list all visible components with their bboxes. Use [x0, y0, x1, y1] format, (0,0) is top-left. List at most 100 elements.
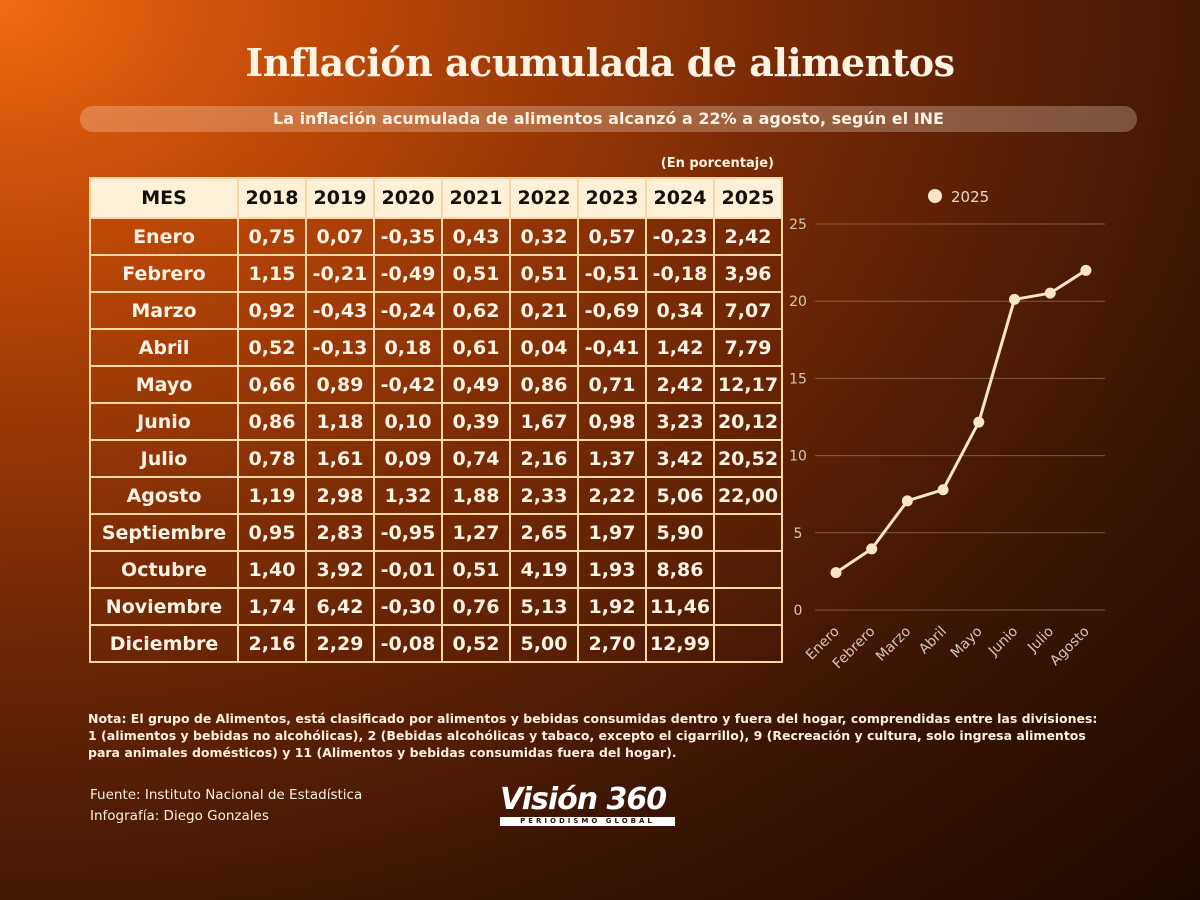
table-row: Noviembre 1,74 6,42 -0,30 0,76 5,13 1,92 11,46: [89, 587, 783, 626]
value-cell: 22,00: [713, 476, 783, 515]
value-cell: 0,52: [441, 624, 511, 663]
legend-label: 2025: [951, 188, 989, 206]
vision360-logo: Visión 360 PERIODISMO GLOBAL: [500, 785, 675, 829]
value-cell: 2,42: [713, 217, 783, 256]
table-row: Febrero 1,15 -0,21 -0,49 0,51 0,51 -0,51 -0,18 3…: [89, 254, 783, 293]
table-row: Junio 0,86 1,18 0,10 0,39 1,67 0,98 3,23 20,12: [89, 402, 783, 441]
month-cell: Febrero: [89, 254, 239, 293]
month-cell: Marzo: [89, 291, 239, 330]
value-cell: 5,06: [645, 476, 715, 515]
x-tick-label: Agosto: [1047, 624, 1093, 670]
inflation-table: MES 2018 2019 2020 2021 2022 2023 2024 2…: [89, 177, 783, 663]
value-cell: 0,10: [373, 402, 443, 441]
header-year: 2024: [645, 177, 715, 219]
value-cell: 2,22: [577, 476, 647, 515]
month-cell: Junio: [89, 402, 239, 441]
y-tick-label: 20: [789, 294, 807, 310]
value-cell: 1,74: [237, 587, 307, 626]
infographic-credit: Infografía: Diego Gonzales: [90, 808, 269, 824]
value-cell: 1,37: [577, 439, 647, 478]
table-row: Septiembre 0,95 2,83 -0,95 1,27 2,65 1,97 5,90: [89, 513, 783, 552]
value-cell: 3,42: [645, 439, 715, 478]
x-tick-label: Junio: [985, 624, 1021, 660]
value-cell: 5,13: [509, 587, 579, 626]
value-cell: 0,86: [509, 365, 579, 404]
value-cell: 2,33: [509, 476, 579, 515]
value-cell: 3,96: [713, 254, 783, 293]
header-year: 2022: [509, 177, 579, 219]
data-point: [830, 567, 842, 579]
table-row: Mayo 0,66 0,89 -0,42 0,49 0,86 0,71 2,42 12,17: [89, 365, 783, 404]
value-cell: -0,23: [645, 217, 715, 256]
value-cell: 5,90: [645, 513, 715, 552]
value-cell: 1,61: [305, 439, 375, 478]
value-cell: 0,74: [441, 439, 511, 478]
value-cell: 20,52: [713, 439, 783, 478]
value-cell: 0,98: [577, 402, 647, 441]
value-cell: 1,92: [577, 587, 647, 626]
value-cell: 0,51: [509, 254, 579, 293]
value-cell: 0,76: [441, 587, 511, 626]
header-year: 2018: [237, 177, 307, 219]
month-cell: Noviembre: [89, 587, 239, 626]
value-cell: 1,42: [645, 328, 715, 367]
value-cell: 1,88: [441, 476, 511, 515]
data-point: [866, 543, 878, 555]
value-cell: -0,42: [373, 365, 443, 404]
value-cell: 1,27: [441, 513, 511, 552]
month-cell: Julio: [89, 439, 239, 478]
value-cell: 0,49: [441, 365, 511, 404]
value-cell: 2,16: [509, 439, 579, 478]
value-cell: 0,71: [577, 365, 647, 404]
logo-name: Visión 360: [500, 782, 667, 817]
value-cell: 1,19: [237, 476, 307, 515]
value-cell: 1,32: [373, 476, 443, 515]
logo-tagline: PERIODISMO GLOBAL: [500, 817, 675, 826]
value-cell: 2,83: [305, 513, 375, 552]
y-tick-label: 25: [789, 217, 807, 233]
data-point: [1080, 264, 1092, 276]
table-row: Abril 0,52 -0,13 0,18 0,61 0,04 -0,41 1,42 7,79: [89, 328, 783, 367]
value-cell: 1,67: [509, 402, 579, 441]
value-cell: 6,42: [305, 587, 375, 626]
value-cell: -0,21: [305, 254, 375, 293]
month-cell: Agosto: [89, 476, 239, 515]
value-cell: 11,46: [645, 587, 715, 626]
x-tick-label: Marzo: [873, 624, 914, 665]
value-cell: 0,18: [373, 328, 443, 367]
value-cell: -0,69: [577, 291, 647, 330]
header-year: 2020: [373, 177, 443, 219]
month-cell: Abril: [89, 328, 239, 367]
value-cell: -0,51: [577, 254, 647, 293]
data-point: [901, 495, 913, 507]
value-cell: 8,86: [645, 550, 715, 589]
value-cell: 0,57: [577, 217, 647, 256]
x-tick-label: Abril: [916, 624, 950, 658]
value-cell: 0,78: [237, 439, 307, 478]
chart-title: Inflación acumulada de alimentos: [245, 40, 955, 85]
value-cell: 1,15: [237, 254, 307, 293]
table-row: Diciembre 2,16 2,29 -0,08 0,52 5,00 2,70 12,99: [89, 624, 783, 663]
value-cell: 1,93: [577, 550, 647, 589]
value-cell: 7,07: [713, 291, 783, 330]
legend-marker: [928, 189, 942, 203]
value-cell: 0,04: [509, 328, 579, 367]
value-cell: -0,30: [373, 587, 443, 626]
value-cell: 0,66: [237, 365, 307, 404]
value-cell: 0,52: [237, 328, 307, 367]
value-cell: 0,51: [441, 254, 511, 293]
value-cell: 3,92: [305, 550, 375, 589]
x-tick-label: Julio: [1024, 624, 1057, 657]
value-cell: [713, 513, 783, 552]
value-cell: -0,95: [373, 513, 443, 552]
value-cell: 5,00: [509, 624, 579, 663]
value-cell: 3,23: [645, 402, 715, 441]
subtitle-text: La inflación acumulada de alimentos alca…: [273, 109, 944, 128]
credits: Fuente: Instituto Nacional de Estadístic…: [90, 785, 362, 827]
value-cell: 0,92: [237, 291, 307, 330]
month-cell: Mayo: [89, 365, 239, 404]
value-cell: 0,89: [305, 365, 375, 404]
value-cell: 0,21: [509, 291, 579, 330]
header-year: 2019: [305, 177, 375, 219]
